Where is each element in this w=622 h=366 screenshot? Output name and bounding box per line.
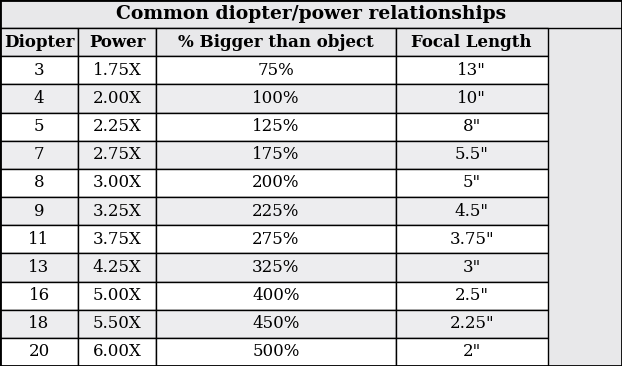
Text: 2.00X: 2.00X: [93, 90, 142, 107]
Text: 175%: 175%: [252, 146, 300, 163]
Bar: [156, 85, 396, 113]
Text: 3.75X: 3.75X: [93, 231, 142, 248]
Bar: [396, 338, 548, 366]
Bar: [156, 253, 396, 281]
Text: 75%: 75%: [258, 62, 294, 79]
Bar: [78, 281, 156, 310]
Bar: [156, 197, 396, 225]
Text: 225%: 225%: [252, 203, 300, 220]
Text: 5.50X: 5.50X: [93, 315, 141, 332]
Bar: [156, 169, 396, 197]
Bar: [78, 28, 156, 56]
Text: 5: 5: [34, 118, 44, 135]
Text: 16: 16: [29, 287, 50, 304]
Text: 5.00X: 5.00X: [93, 287, 142, 304]
Bar: [78, 310, 156, 338]
Bar: [396, 28, 548, 56]
Text: Diopter: Diopter: [4, 34, 74, 51]
Bar: [396, 197, 548, 225]
Text: 4: 4: [34, 90, 44, 107]
Bar: [0, 338, 78, 366]
Text: 18: 18: [29, 315, 50, 332]
Text: Focal Length: Focal Length: [411, 34, 532, 51]
Bar: [0, 310, 78, 338]
Bar: [396, 310, 548, 338]
Bar: [396, 56, 548, 85]
Text: 100%: 100%: [252, 90, 300, 107]
Text: 9: 9: [34, 203, 44, 220]
Text: 13": 13": [457, 62, 486, 79]
Bar: [0, 28, 78, 56]
Text: 500%: 500%: [252, 343, 300, 361]
Bar: [78, 85, 156, 113]
Text: 11: 11: [29, 231, 50, 248]
Text: 400%: 400%: [252, 287, 300, 304]
Text: 1.75X: 1.75X: [93, 62, 142, 79]
Text: % Bigger than object: % Bigger than object: [178, 34, 374, 51]
Text: 8: 8: [34, 175, 44, 191]
Bar: [0, 225, 78, 253]
Text: 3.75": 3.75": [449, 231, 494, 248]
Text: 5": 5": [463, 175, 481, 191]
Text: 7: 7: [34, 146, 44, 163]
Text: 5.5": 5.5": [455, 146, 488, 163]
Bar: [156, 225, 396, 253]
Text: 125%: 125%: [252, 118, 300, 135]
Bar: [0, 169, 78, 197]
Bar: [78, 113, 156, 141]
Bar: [396, 281, 548, 310]
Text: 8": 8": [463, 118, 481, 135]
Bar: [396, 225, 548, 253]
Text: Power: Power: [89, 34, 146, 51]
Bar: [156, 141, 396, 169]
Bar: [78, 225, 156, 253]
Text: 3: 3: [34, 62, 44, 79]
Bar: [78, 253, 156, 281]
Bar: [0, 197, 78, 225]
Bar: [396, 113, 548, 141]
Text: 2": 2": [463, 343, 481, 361]
Text: 325%: 325%: [252, 259, 300, 276]
Text: 2.25X: 2.25X: [93, 118, 142, 135]
Text: 450%: 450%: [252, 315, 300, 332]
Bar: [0, 253, 78, 281]
Bar: [78, 197, 156, 225]
Bar: [396, 169, 548, 197]
Text: 13: 13: [29, 259, 50, 276]
Bar: [0, 0, 622, 28]
Bar: [0, 281, 78, 310]
Text: 200%: 200%: [252, 175, 300, 191]
Bar: [0, 56, 78, 85]
Bar: [396, 141, 548, 169]
Text: 3.25X: 3.25X: [93, 203, 142, 220]
Bar: [78, 169, 156, 197]
Text: 275%: 275%: [252, 231, 300, 248]
Text: 10": 10": [457, 90, 486, 107]
Text: 2.25": 2.25": [449, 315, 494, 332]
Bar: [156, 28, 396, 56]
Bar: [0, 85, 78, 113]
Text: 20: 20: [29, 343, 50, 361]
Bar: [0, 113, 78, 141]
Bar: [396, 85, 548, 113]
Text: 4.5": 4.5": [455, 203, 489, 220]
Text: 2.5": 2.5": [455, 287, 489, 304]
Text: 2.75X: 2.75X: [93, 146, 142, 163]
Bar: [156, 113, 396, 141]
Text: 6.00X: 6.00X: [93, 343, 142, 361]
Text: 4.25X: 4.25X: [93, 259, 142, 276]
Text: 3.00X: 3.00X: [93, 175, 142, 191]
Bar: [78, 56, 156, 85]
Bar: [156, 281, 396, 310]
Bar: [156, 56, 396, 85]
Text: 3": 3": [463, 259, 481, 276]
Text: Common diopter/power relationships: Common diopter/power relationships: [116, 5, 506, 23]
Bar: [396, 253, 548, 281]
Bar: [0, 141, 78, 169]
Bar: [78, 338, 156, 366]
Bar: [78, 141, 156, 169]
Bar: [156, 338, 396, 366]
Bar: [156, 310, 396, 338]
